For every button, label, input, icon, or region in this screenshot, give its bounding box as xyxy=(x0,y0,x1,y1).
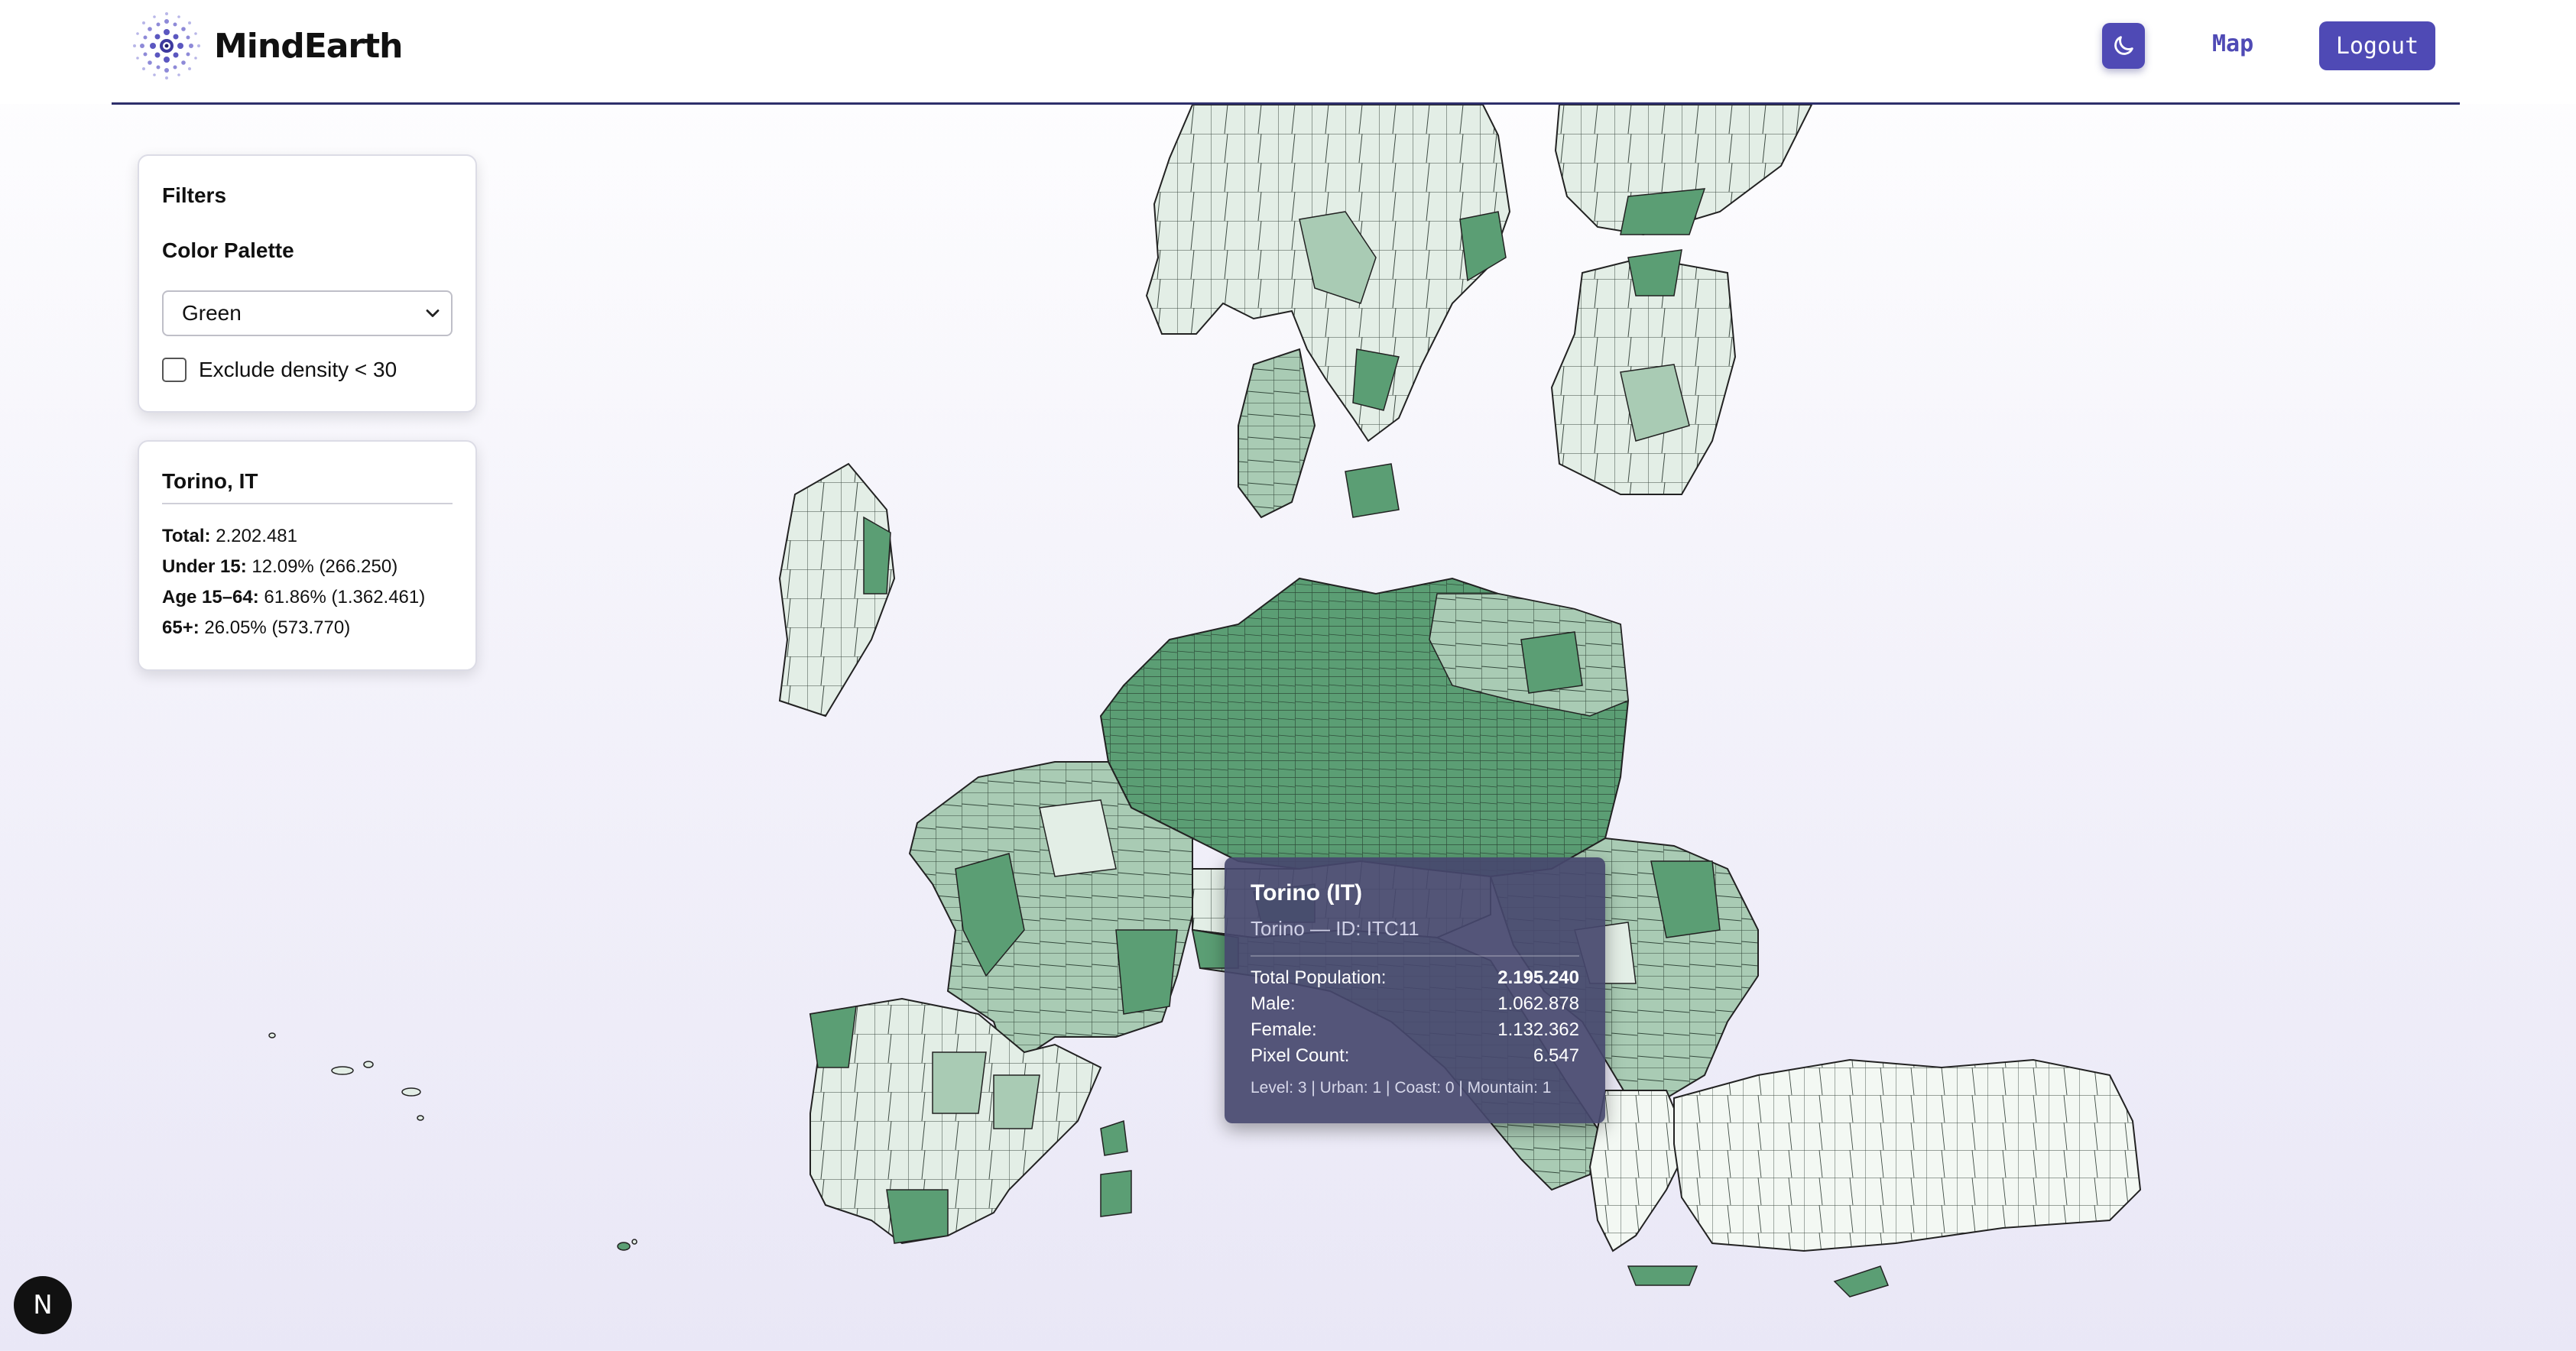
brand-name: MindEarth xyxy=(214,26,403,66)
map-tooltip: Torino (IT) Torino — ID: ITC11 Total Pop… xyxy=(1225,857,1605,1123)
exclude-density-checkbox[interactable] xyxy=(162,358,187,382)
exclude-density-label[interactable]: Exclude density < 30 xyxy=(199,358,397,381)
stat-total: Total: 2.202.481 xyxy=(162,526,297,546)
region-cyprus xyxy=(1833,1265,1890,1298)
globe-dots-icon xyxy=(133,12,200,79)
region-sardinia xyxy=(1100,1170,1132,1217)
color-palette-select[interactable]: Green xyxy=(162,290,453,336)
brand-logo[interactable]: MindEarth xyxy=(131,11,403,81)
theme-toggle-button[interactable] xyxy=(2102,23,2145,69)
region-info-panel: Torino, IT Total: 2.202.481 Under 15: 12… xyxy=(138,440,477,671)
stat-age-15-64: Age 15–64: 61.86% (1.362.461) xyxy=(162,587,426,607)
filters-title: Filters xyxy=(162,183,227,207)
header-divider xyxy=(112,102,2460,105)
exclude-density-row[interactable]: Exclude density < 30 xyxy=(162,358,397,382)
chevron-down-icon xyxy=(426,309,440,317)
nav-link-map[interactable]: Map xyxy=(2212,31,2254,57)
color-palette-label: Color Palette xyxy=(162,238,294,262)
tooltip-subtitle: Torino — ID: ITC11 xyxy=(1251,917,1419,940)
tooltip-row-total: Total Population: 2.195.240 xyxy=(1251,967,1579,988)
divider xyxy=(162,503,453,504)
stat-under-15: Under 15: 12.09% (266.250) xyxy=(162,556,398,577)
region-corsica xyxy=(1100,1119,1128,1156)
logout-button[interactable]: Logout xyxy=(2319,21,2435,70)
tooltip-row-female: Female: 1.132.362 xyxy=(1251,1019,1579,1040)
color-palette-value: Green xyxy=(182,301,242,325)
tooltip-footer: Level: 3 | Urban: 1 | Coast: 0 | Mountai… xyxy=(1251,1079,1552,1097)
tooltip-title: Torino (IT) xyxy=(1251,880,1363,906)
tooltip-divider xyxy=(1251,955,1579,957)
region-iberia xyxy=(809,997,1102,1245)
region-denmark xyxy=(1238,348,1316,519)
atlantic-islands xyxy=(268,1032,638,1251)
stat-65-plus: 65+: 26.05% (573.770) xyxy=(162,617,351,638)
next-badge-letter: N xyxy=(33,1290,53,1320)
tooltip-row-male: Male: 1.062.878 xyxy=(1251,993,1579,1014)
region-title: Torino, IT xyxy=(162,469,258,493)
next-dev-badge[interactable]: N xyxy=(14,1276,72,1334)
region-turkey xyxy=(1673,1058,2142,1252)
moon-icon xyxy=(2114,36,2133,55)
tooltip-row-pixel-count: Pixel Count: 6.547 xyxy=(1251,1045,1579,1066)
top-navbar: MindEarth Map Logout xyxy=(0,0,2576,104)
filters-panel: Filters Color Palette Green Exclude dens… xyxy=(138,154,477,413)
